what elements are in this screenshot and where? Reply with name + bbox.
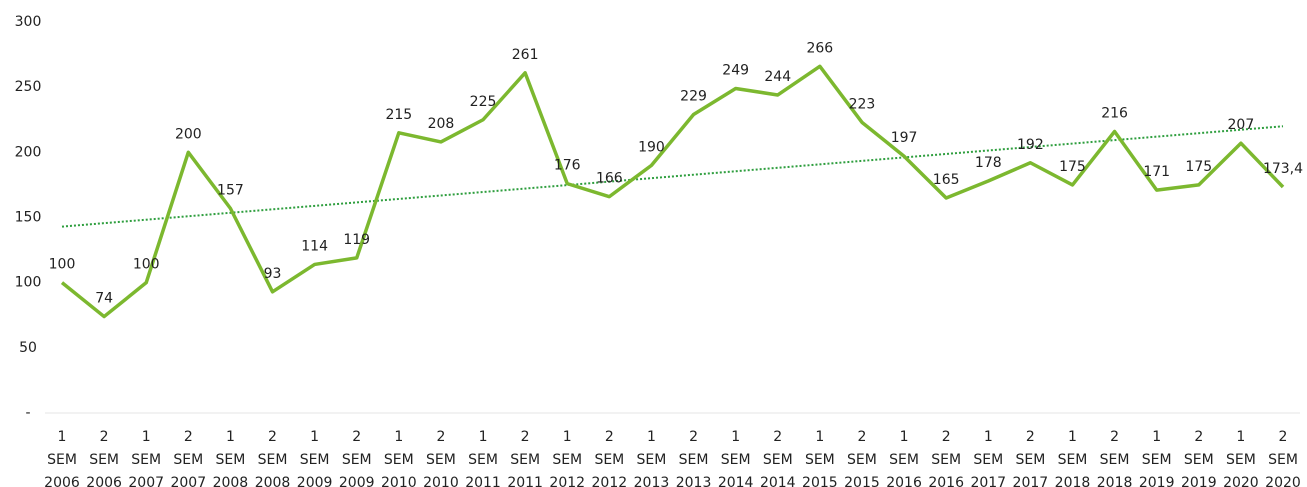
x-tick-label: 1 SEM 2009 [297,429,333,487]
data-label: 93 [264,266,282,282]
x-tick-label: 1 SEM 2017 [970,429,1006,487]
x-tick-label: 1 SEM 2010 [381,429,417,487]
data-label: 114 [301,238,328,254]
data-label: 175 [1185,159,1212,175]
data-label: 192 [1017,137,1044,153]
trend-line [61,125,1284,228]
x-tick-label: 2 SEM 2010 [423,429,459,487]
data-label: 165 [933,172,960,188]
data-label: 249 [722,62,749,78]
data-label: 100 [49,257,76,273]
x-tick-label: 2 SEM 2014 [760,429,796,487]
x-tick-label: 2 SEM 2012 [592,429,628,487]
data-label: 197 [891,130,918,146]
data-label: 166 [596,171,623,187]
x-tick-label: 1 SEM 2016 [886,429,922,487]
x-tick-label: 2 SEM 2018 [1097,429,1133,487]
data-label: 190 [638,139,665,155]
data-label: 173,4 [1263,161,1303,177]
x-tick-label: 2 SEM 2008 [255,429,291,487]
x-tick-label: 2 SEM 2011 [507,429,543,487]
data-label: 207 [1228,117,1255,133]
x-tick-label: 2 SEM 2019 [1181,429,1217,487]
x-tick-label: 2 SEM 2017 [1013,429,1049,487]
x-tick-label: 2 SEM 2013 [676,429,712,487]
x-tick-label: 1 SEM 2020 [1223,429,1259,487]
data-label: 266 [806,40,833,56]
data-label: 100 [133,257,160,273]
data-label: 200 [175,126,202,142]
data-label: 215 [385,107,412,123]
y-tick-label: 200 [15,144,42,160]
data-label: 208 [428,116,455,132]
y-tick-label: 100 [15,275,42,291]
data-label: 119 [343,232,370,248]
y-tick-label: 300 [15,14,42,30]
data-label: 74 [95,291,113,307]
x-tick-label: 2 SEM 2020 [1265,429,1301,487]
data-label: 176 [554,158,581,174]
x-tick-label: 1 SEM 2011 [465,429,501,487]
data-label: 223 [849,96,876,112]
x-tick-label: 2 SEM 2015 [844,429,880,487]
x-tick-label: 1 SEM 2015 [802,429,838,487]
data-label: 216 [1101,105,1128,121]
x-tick-label: 2 SEM 2006 [86,429,122,487]
x-tick-label: 1 SEM 2018 [1055,429,1091,487]
x-tick-label: 2 SEM 2016 [928,429,964,487]
data-label: 229 [680,89,707,105]
data-label: 171 [1143,164,1170,180]
y-tick-label: - [25,405,30,421]
data-label: 261 [512,47,539,63]
x-tick-label: 2 SEM 2009 [339,429,375,487]
x-tick-label: 2 SEM 2007 [170,429,206,487]
data-label: 225 [470,94,497,110]
data-label: 157 [217,182,244,198]
y-tick-label: 150 [15,210,42,226]
data-label: 244 [764,69,791,85]
data-line [60,64,1285,319]
x-tick-label: 1 SEM 2008 [213,429,249,487]
x-tick-label: 1 SEM 2014 [718,429,754,487]
x-tick-label: 1 SEM 2013 [634,429,670,487]
data-label: 175 [1059,159,1086,175]
data-label: 178 [975,155,1002,171]
y-tick-label: 250 [15,79,42,95]
y-tick-label: 50 [19,340,37,356]
x-tick-label: 1 SEM 2006 [44,429,80,487]
x-tick-label: 1 SEM 2012 [549,429,585,487]
x-tick-label: 1 SEM 2007 [128,429,164,487]
x-tick-label: 1 SEM 2019 [1139,429,1175,487]
